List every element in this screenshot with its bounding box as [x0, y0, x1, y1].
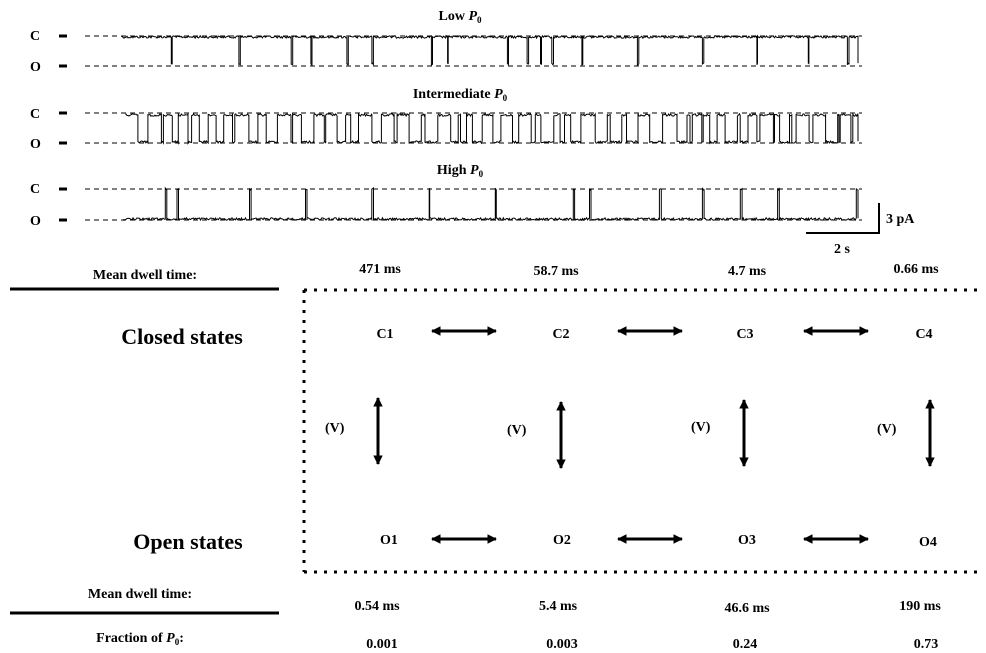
- trace-panel-high: High P0 C O: [30, 163, 862, 229]
- open-states-label: Open states: [133, 529, 243, 554]
- trace-panel-intermediate: Intermediate P0 C O: [30, 87, 862, 152]
- closed-dwell-time-label: Mean dwell time:: [93, 268, 197, 283]
- voltage-label-4: (V): [877, 422, 897, 437]
- closed-dwell-time-c2: 58.7 ms: [533, 264, 579, 279]
- state-c3: C3: [736, 327, 753, 342]
- closed-dwell-time-c3: 4.7 ms: [728, 264, 767, 279]
- state-o4: O4: [919, 535, 937, 550]
- open-dwell-time-o4: 190 ms: [899, 599, 941, 614]
- closed-level-label: C: [30, 107, 40, 122]
- current-trace-intermediate: [125, 111, 859, 146]
- fraction-o4: 0.73: [914, 637, 939, 652]
- trace-panel-low: Low P0 C O: [30, 9, 862, 75]
- state-o2: O2: [553, 533, 571, 548]
- fraction-o1: 0.001: [366, 637, 398, 652]
- fraction-label: Fraction of P0:: [96, 631, 184, 647]
- state-scheme-dotted-box: [302, 288, 982, 574]
- open-level-label: O: [30, 214, 41, 229]
- open-dwell-time-o2: 5.4 ms: [539, 599, 578, 614]
- fraction-o3: 0.24: [733, 637, 758, 652]
- open-level-label: O: [30, 60, 41, 75]
- open-dwell-time-o1: 0.54 ms: [354, 599, 400, 614]
- fraction-o2: 0.003: [546, 637, 578, 652]
- state-o1: O1: [380, 533, 398, 548]
- voltage-label-3: (V): [691, 420, 711, 435]
- trace-title-intermediate: Intermediate P0: [413, 87, 508, 103]
- closed-level-label: C: [30, 182, 40, 197]
- open-level-label: O: [30, 137, 41, 152]
- state-o3: O3: [738, 533, 756, 548]
- open-dwell-time-label: Mean dwell time:: [88, 587, 192, 602]
- state-c1: C1: [376, 327, 393, 342]
- scale-bar: 3 pA 2 s: [806, 203, 915, 257]
- current-trace-low: [121, 34, 859, 67]
- scale-bar-time-label: 2 s: [834, 242, 851, 257]
- trace-title-low: Low P0: [438, 9, 482, 25]
- state-c4: C4: [915, 327, 932, 342]
- scale-bar-current-label: 3 pA: [886, 212, 915, 227]
- current-trace-high: [123, 186, 859, 222]
- voltage-label-2: (V): [507, 423, 527, 438]
- open-dwell-time-o3: 46.6 ms: [724, 601, 770, 616]
- closed-level-label: C: [30, 29, 40, 44]
- voltage-label-1: (V): [325, 421, 345, 436]
- trace-title-high: High P0: [437, 163, 484, 179]
- closed-dwell-time-c4: 0.66 ms: [893, 262, 939, 277]
- closed-states-label: Closed states: [121, 324, 243, 349]
- closed-dwell-time-c1: 471 ms: [359, 262, 401, 277]
- state-c2: C2: [552, 327, 569, 342]
